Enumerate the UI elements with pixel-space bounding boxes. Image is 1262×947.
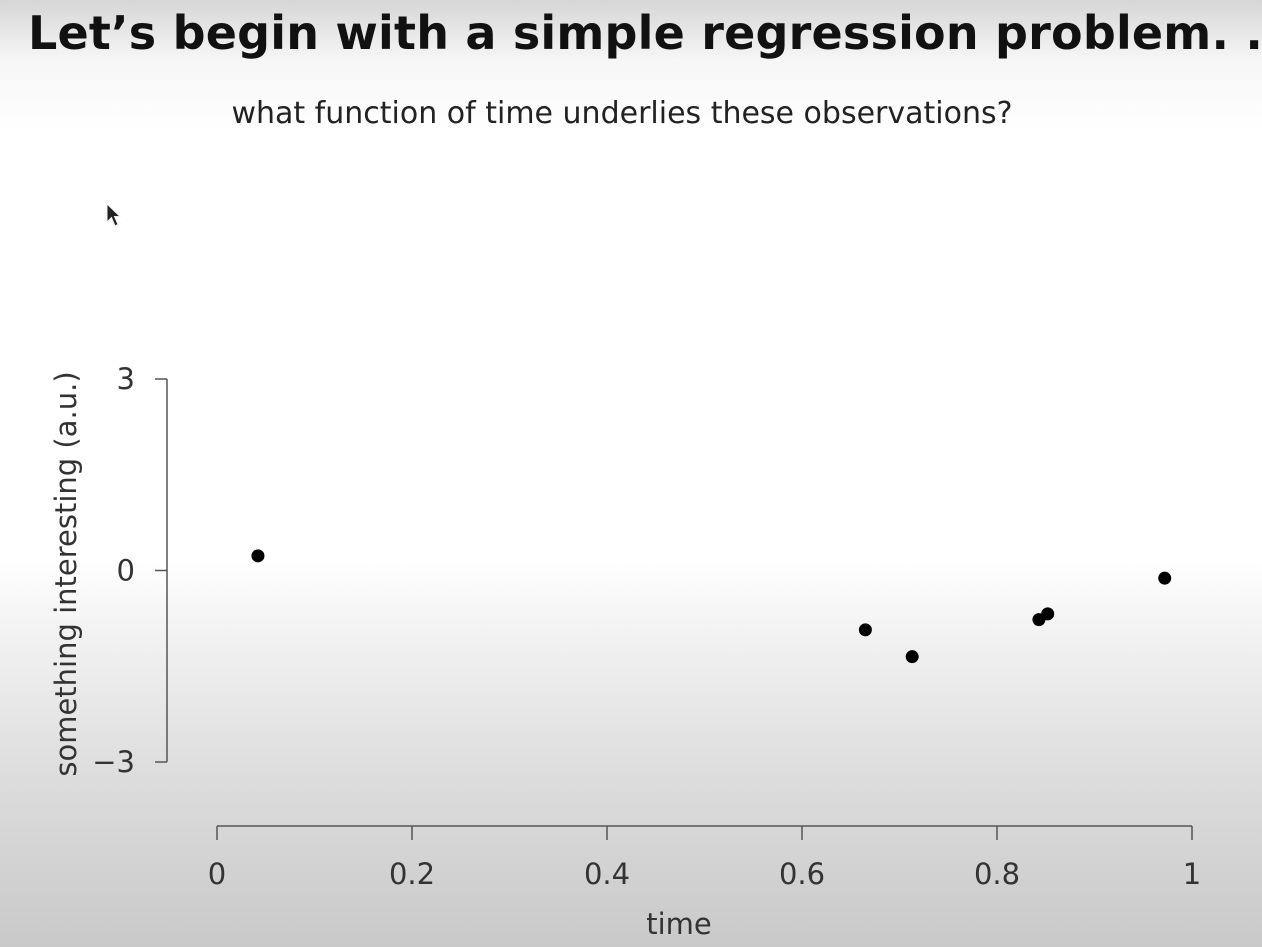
data-points bbox=[251, 549, 1172, 664]
data-point bbox=[1158, 571, 1172, 585]
mouse-pointer-icon bbox=[106, 203, 122, 227]
slide-title: Let’s begin with a simple regression pro… bbox=[28, 6, 1262, 60]
y-tick-label: 0 bbox=[117, 554, 135, 588]
x-tick-label: 1 bbox=[1183, 857, 1201, 891]
data-point bbox=[905, 650, 919, 664]
y-tick-label: −3 bbox=[92, 745, 135, 779]
x-tick-label: 0.6 bbox=[779, 857, 825, 891]
x-axis-title: time bbox=[646, 907, 712, 941]
y-axis-title: something interesting (a.u.) bbox=[49, 371, 83, 776]
x-axis: 0 0.2 0.4 0.6 0.8 1 bbox=[208, 825, 1201, 891]
x-tick-label: 0 bbox=[208, 857, 226, 891]
data-point bbox=[1041, 607, 1055, 621]
y-axis: 3 0 −3 bbox=[92, 362, 168, 779]
x-tick-label: 0.4 bbox=[584, 857, 630, 891]
x-tick-label: 0.8 bbox=[974, 857, 1020, 891]
data-point bbox=[251, 549, 265, 563]
data-point bbox=[858, 623, 872, 637]
slide-subtitle: what function of time underlies these ob… bbox=[231, 96, 1013, 131]
x-tick-label: 0.2 bbox=[389, 857, 435, 891]
y-tick-label: 3 bbox=[117, 362, 135, 396]
